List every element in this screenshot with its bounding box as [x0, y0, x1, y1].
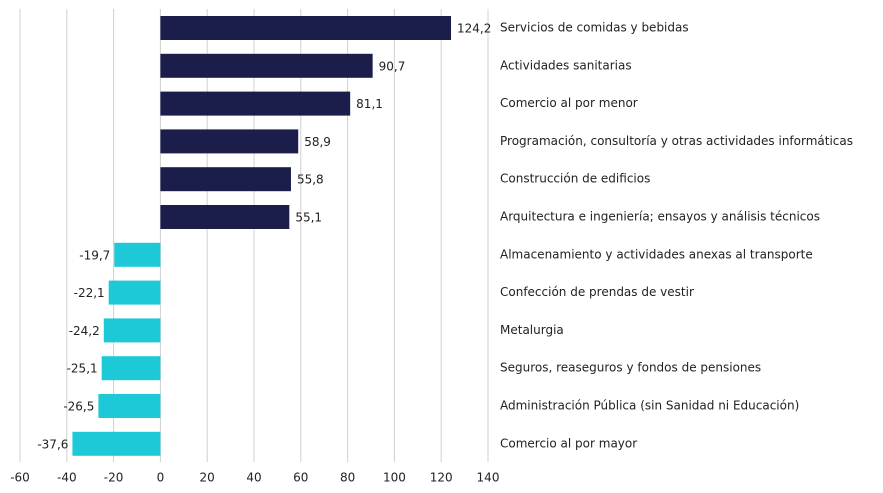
x-tick-label: 100 [383, 471, 406, 485]
bar [114, 242, 161, 267]
bar [160, 53, 373, 78]
category-label: Comercio al por menor [500, 96, 638, 110]
x-tick-label: 120 [430, 471, 453, 485]
value-label: -24,2 [69, 324, 100, 338]
category-label: Programación, consultoría y otras activi… [500, 134, 853, 148]
bar [108, 280, 161, 305]
category-label: Arquitectura e ingeniería; ensayos y aná… [500, 210, 820, 224]
x-tick-label: 80 [340, 471, 355, 485]
x-tick-label: -60 [10, 471, 30, 485]
value-label: 81,1 [356, 97, 383, 111]
bar [160, 205, 290, 229]
x-tick-label: 0 [157, 471, 165, 485]
x-tick-label: 140 [477, 471, 500, 485]
x-tick-label: 40 [246, 471, 261, 485]
bar [72, 431, 161, 456]
value-label: 55,1 [295, 211, 322, 225]
x-tick-label: -20 [104, 471, 124, 485]
category-label: Metalurgia [500, 323, 564, 337]
value-label: -26,5 [63, 400, 94, 414]
value-label: 90,7 [379, 59, 406, 73]
bar [160, 91, 351, 116]
x-tick-label: 20 [200, 471, 215, 485]
category-label: Servicios de comidas y bebidas [500, 21, 689, 35]
bar [160, 167, 291, 192]
category-label: Construcción de edificios [500, 172, 650, 186]
category-label: Comercio al por mayor [500, 436, 637, 450]
bar [98, 394, 161, 418]
bar [160, 129, 299, 154]
x-tick-label: -40 [57, 471, 77, 485]
value-label: 124,2 [457, 22, 491, 36]
category-label: Actividades sanitarias [500, 58, 632, 72]
x-tick-label: 60 [293, 471, 308, 485]
bar [160, 16, 452, 40]
category-label: Seguros, reaseguros y fondos de pensione… [500, 361, 761, 375]
value-label: 55,8 [297, 173, 324, 187]
bar [101, 356, 161, 381]
value-label: 58,9 [304, 135, 331, 149]
category-label: Almacenamiento y actividades anexas al t… [500, 247, 813, 261]
category-label: Confección de prendas de vestir [500, 285, 694, 299]
value-label: -22,1 [74, 286, 105, 300]
category-label: Administración Pública (sin Sanidad ni E… [500, 399, 799, 413]
value-label: -37,6 [37, 437, 68, 451]
bar [103, 318, 161, 343]
value-label: -25,1 [67, 362, 98, 376]
value-label: -19,7 [79, 248, 110, 262]
